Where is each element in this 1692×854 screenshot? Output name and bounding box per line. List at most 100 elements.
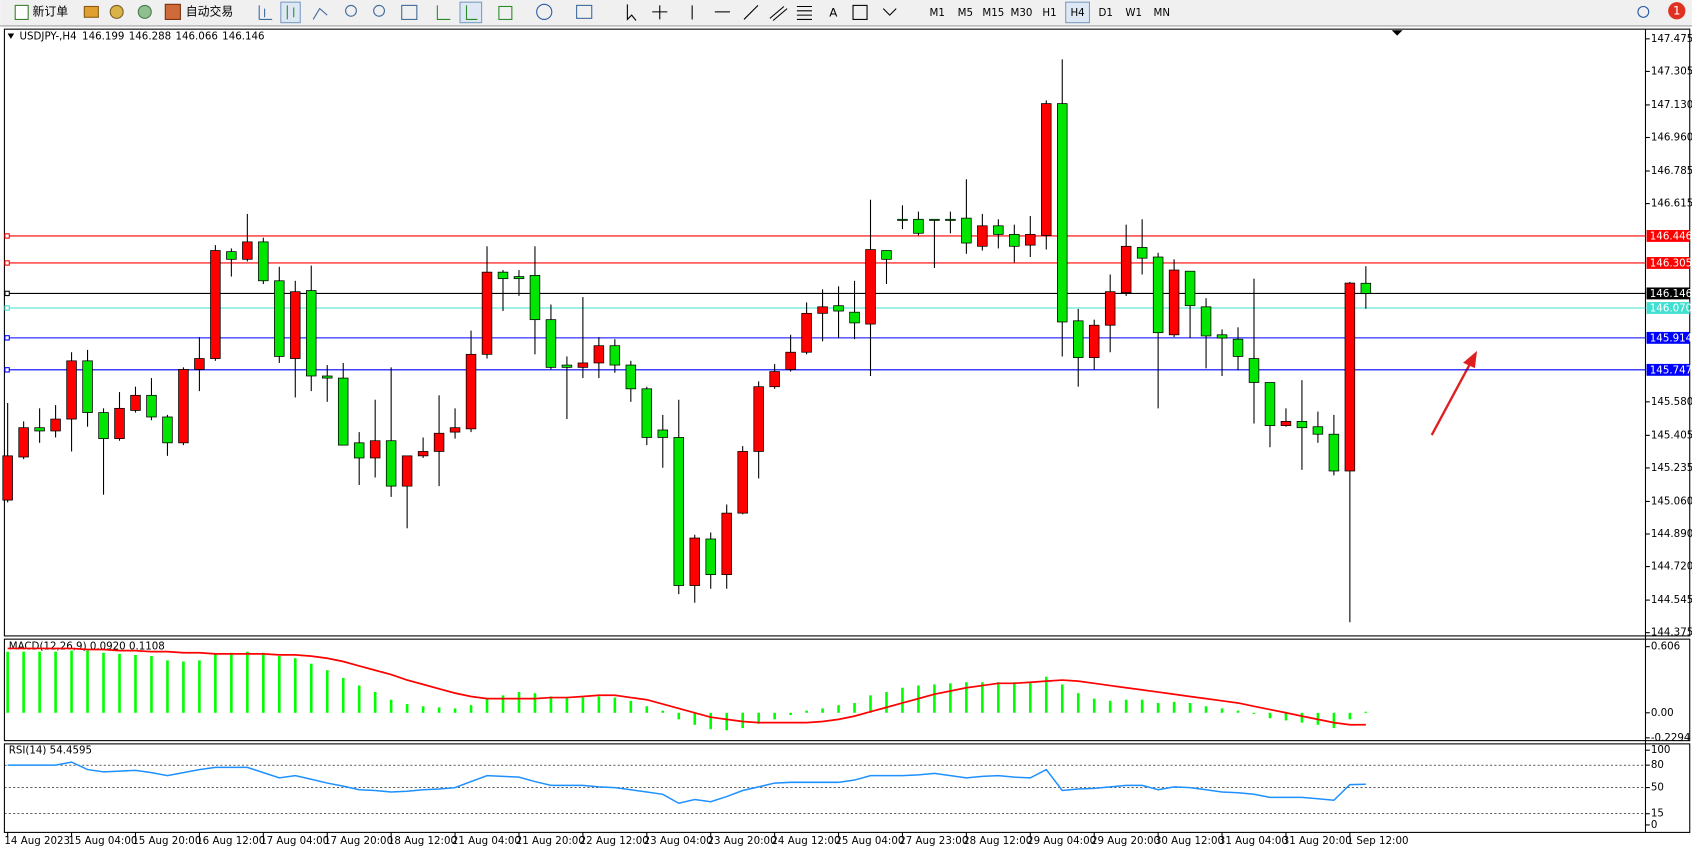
macd-bar bbox=[741, 712, 744, 729]
line-chart-icon[interactable] bbox=[312, 7, 328, 20]
indicators-icon[interactable] bbox=[498, 5, 513, 20]
bar-chart-icon[interactable] bbox=[258, 5, 273, 20]
macd-bar bbox=[86, 650, 89, 713]
level-price-label: 146.446 bbox=[1650, 230, 1692, 242]
header-open: 146.199 bbox=[82, 31, 124, 43]
arrows-icon[interactable] bbox=[882, 8, 897, 16]
macd-bar bbox=[629, 700, 633, 713]
notification-badge[interactable] bbox=[1668, 2, 1686, 20]
timeframe-button[interactable]: D1 bbox=[1098, 7, 1112, 19]
macd-bar bbox=[1044, 676, 1048, 713]
tile-icon[interactable] bbox=[401, 4, 418, 20]
macd-bar bbox=[1124, 699, 1128, 713]
y-tick-label: 146.960 bbox=[1651, 131, 1692, 143]
level-handle bbox=[4, 335, 10, 341]
macd-bar bbox=[693, 712, 697, 725]
macd-bar bbox=[389, 699, 393, 713]
timeframe-button[interactable]: H1 bbox=[1042, 7, 1056, 19]
shift-glyph bbox=[465, 5, 478, 20]
auto-trading-button[interactable]: 自动交易 bbox=[186, 4, 233, 18]
y-tick-label: 144.375 bbox=[1651, 627, 1692, 639]
candle-body bbox=[178, 369, 189, 444]
macd-bar bbox=[1284, 712, 1288, 721]
icon[interactable] bbox=[83, 5, 99, 18]
candle-body bbox=[1025, 234, 1036, 246]
crosshair-icon[interactable] bbox=[652, 5, 668, 20]
candle-body bbox=[82, 360, 93, 413]
macd-bar bbox=[1076, 693, 1080, 713]
timeframe-button[interactable]: M15 bbox=[982, 7, 1004, 19]
timeframe-button[interactable]: MN bbox=[1154, 7, 1171, 19]
candle-icon[interactable] bbox=[280, 1, 301, 24]
shift-icon[interactable] bbox=[459, 1, 483, 24]
trendline-icon[interactable] bbox=[743, 5, 759, 20]
notification-count[interactable]: 1 bbox=[1673, 3, 1681, 17]
text-tool[interactable]: A bbox=[829, 5, 838, 19]
zoom-out-icon[interactable] bbox=[373, 4, 385, 17]
macd-bar bbox=[805, 710, 808, 713]
channel-icon[interactable] bbox=[769, 6, 788, 21]
level-price-label: 145.747 bbox=[1650, 364, 1692, 376]
cursor-icon[interactable] bbox=[626, 4, 637, 21]
candle-body bbox=[1120, 245, 1132, 294]
candle-body bbox=[321, 375, 333, 379]
candle-body bbox=[609, 345, 621, 366]
new-order-icon[interactable] bbox=[14, 4, 29, 20]
macd-bar bbox=[277, 656, 281, 713]
macd-bar bbox=[1172, 701, 1176, 713]
candle-body bbox=[1216, 334, 1228, 339]
candle-body bbox=[337, 377, 349, 446]
arrow-head bbox=[1463, 350, 1478, 369]
macd-bar bbox=[853, 702, 856, 713]
x-tick-label: 28 Aug 12:00 bbox=[963, 835, 1032, 847]
macd-bar bbox=[214, 653, 217, 713]
candle-body bbox=[929, 218, 940, 221]
candle-body bbox=[34, 427, 45, 432]
y-tick-label: 15 bbox=[1651, 808, 1664, 820]
toolbar: 新订单 自动交易 bbox=[0, 0, 1692, 27]
zoom-in-icon[interactable] bbox=[345, 4, 357, 17]
icon[interactable] bbox=[109, 4, 124, 19]
candle-body bbox=[401, 455, 413, 487]
candle-body bbox=[625, 364, 637, 390]
auto-trading-icon[interactable] bbox=[164, 3, 181, 20]
y-tick-label: 146.785 bbox=[1651, 165, 1692, 177]
level-price-tag bbox=[1646, 363, 1690, 376]
candle-body bbox=[673, 437, 684, 586]
periods-icon[interactable] bbox=[536, 3, 553, 20]
timeframe-button[interactable]: H4 bbox=[1070, 7, 1084, 19]
macd-bar bbox=[38, 651, 41, 713]
candle-body bbox=[98, 412, 109, 439]
candle-body bbox=[1072, 320, 1084, 358]
timeframe-button[interactable]: W1 bbox=[1125, 7, 1142, 19]
candle-body bbox=[290, 291, 301, 359]
macd-bar bbox=[837, 705, 840, 713]
fibo-icon[interactable] bbox=[796, 5, 812, 20]
timeframe-button[interactable]: M30 bbox=[1010, 7, 1032, 19]
macd-bar bbox=[293, 658, 297, 713]
macd-bar bbox=[613, 697, 617, 713]
new-order-button[interactable]: 新订单 bbox=[32, 4, 68, 18]
icon[interactable] bbox=[137, 4, 152, 19]
active-timeframe-bg bbox=[1065, 1, 1090, 24]
templates-icon[interactable] bbox=[576, 4, 593, 19]
search-icon[interactable] bbox=[1637, 5, 1650, 18]
candle-glyph bbox=[286, 5, 295, 20]
macd-bar bbox=[1364, 711, 1368, 713]
macd-bar bbox=[1060, 684, 1064, 713]
label-icon[interactable] bbox=[852, 4, 868, 20]
macd-bar bbox=[677, 712, 681, 720]
rsi-panel-border bbox=[3, 743, 1691, 833]
macd-title: MACD(12,26,9) 0.0920 0.1108 bbox=[9, 641, 165, 653]
level-handle bbox=[4, 367, 10, 373]
candle-body bbox=[785, 351, 796, 370]
macd-bar bbox=[981, 682, 984, 713]
macd-bar bbox=[262, 652, 265, 713]
autoscroll-icon[interactable] bbox=[436, 5, 451, 20]
timeframe-button[interactable]: M1 bbox=[930, 7, 945, 19]
y-tick-label: 147.130 bbox=[1651, 99, 1692, 111]
candle-body bbox=[226, 251, 237, 260]
candle-body bbox=[993, 225, 1004, 235]
timeframe-button[interactable]: M5 bbox=[958, 7, 973, 19]
